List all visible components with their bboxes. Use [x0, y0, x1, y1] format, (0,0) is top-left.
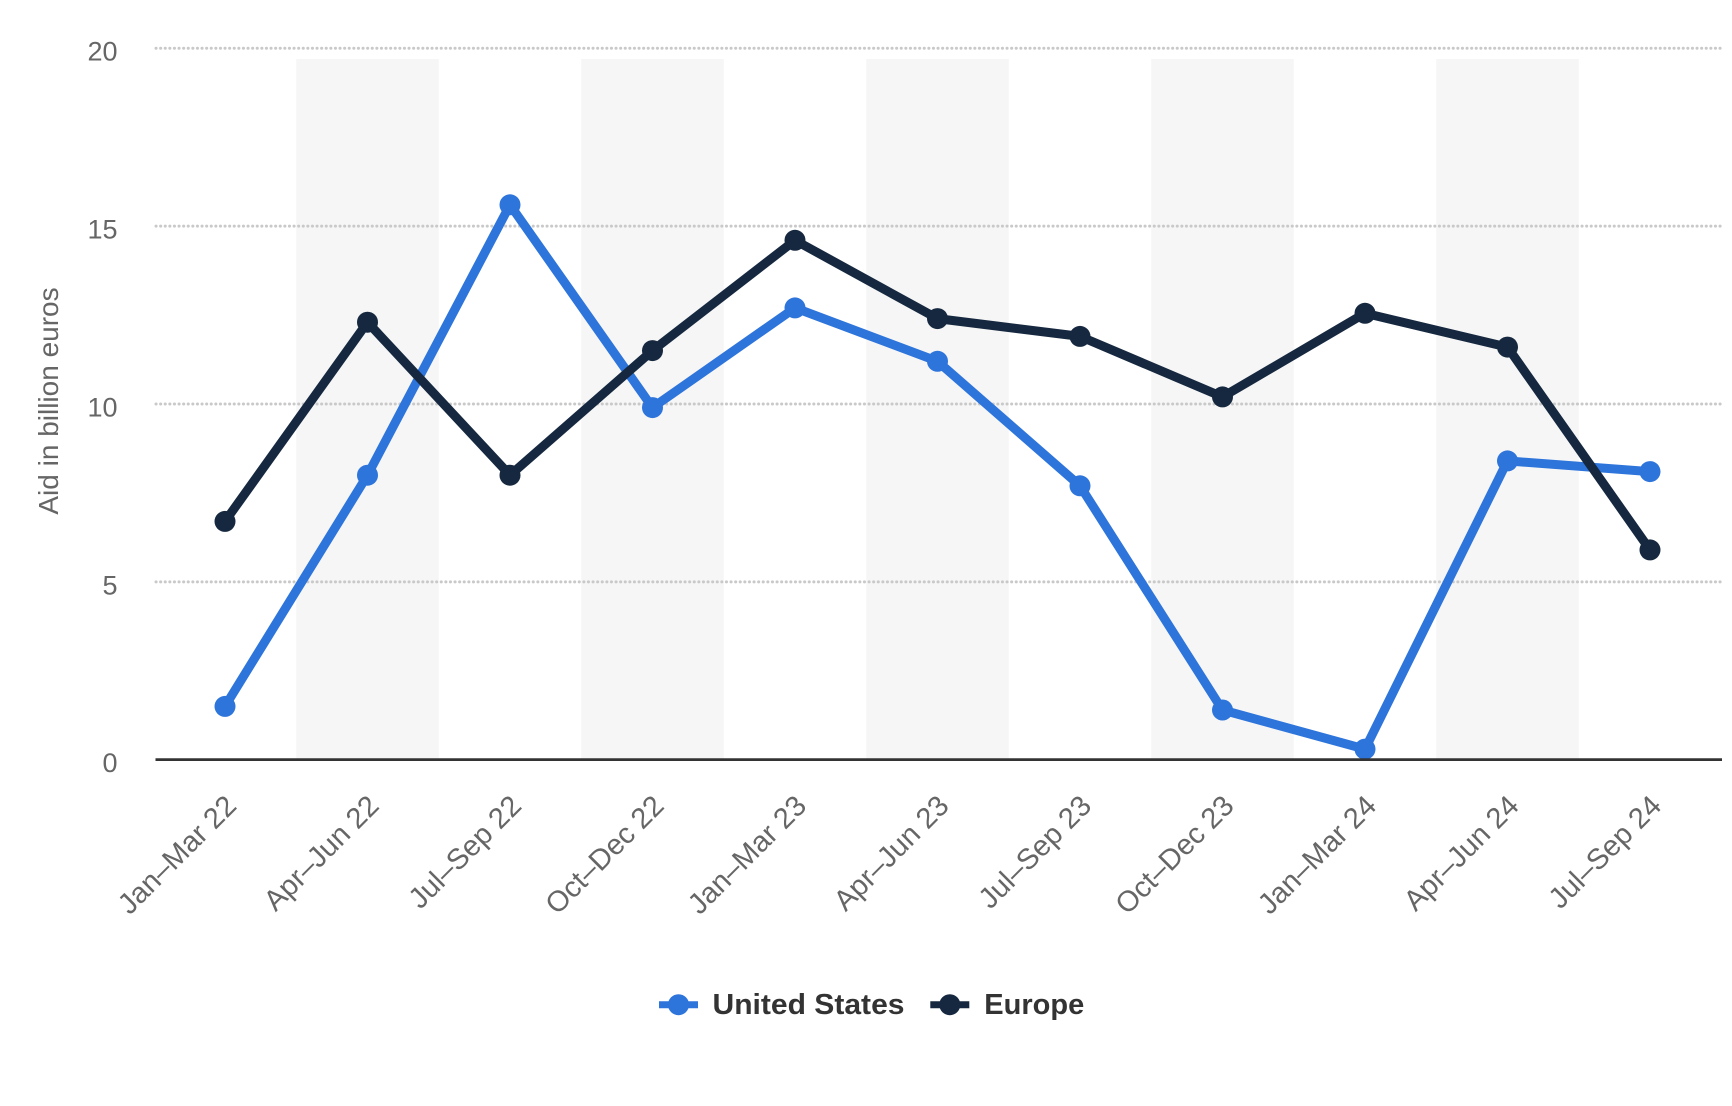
- svg-text:United States: United States: [713, 989, 905, 1021]
- svg-text:0: 0: [102, 748, 117, 778]
- svg-text:15: 15: [87, 215, 117, 245]
- svg-text:5: 5: [102, 570, 117, 600]
- svg-text:20: 20: [87, 37, 117, 67]
- svg-text:10: 10: [87, 393, 117, 423]
- svg-text:Aid in billion euros: Aid in billion euros: [33, 287, 64, 514]
- svg-text:Europe: Europe: [984, 989, 1084, 1021]
